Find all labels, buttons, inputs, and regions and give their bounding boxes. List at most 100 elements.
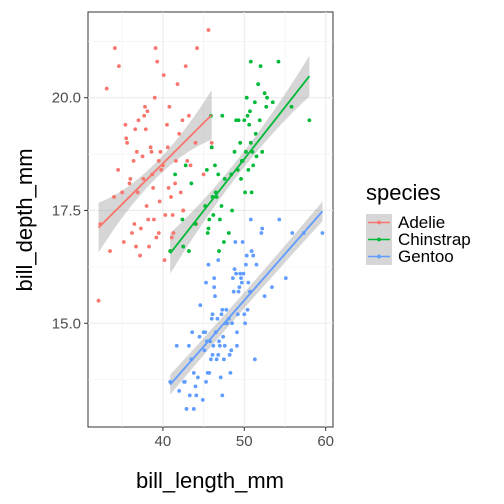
data-point-adelie (165, 145, 170, 150)
data-point-adelie (152, 217, 156, 222)
trend-line-gentoo (169, 210, 324, 386)
data-point-adelie (148, 145, 153, 150)
data-point-adelie (171, 231, 176, 235)
data-point-chinstrap (262, 91, 267, 96)
data-point-gentoo (203, 330, 208, 335)
data-point-gentoo (218, 375, 223, 380)
data-point-chinstrap (180, 217, 185, 222)
data-point-adelie (143, 127, 148, 132)
data-point-gentoo (245, 307, 250, 312)
data-point-gentoo (202, 348, 207, 353)
data-point-adelie (154, 235, 159, 240)
data-point-adelie (112, 195, 116, 199)
data-point-gentoo (246, 280, 251, 285)
data-point-adelie (117, 64, 121, 69)
legend-label: Chinstrap (398, 230, 471, 249)
legend-key-point (377, 220, 381, 225)
data-point-gentoo (235, 312, 240, 317)
data-point-chinstrap (248, 140, 253, 145)
data-point-gentoo (182, 379, 187, 384)
data-point-gentoo (248, 217, 253, 222)
data-point-chinstrap (183, 163, 188, 168)
data-point-chinstrap (219, 204, 224, 208)
data-point-gentoo (231, 289, 236, 294)
data-point-adelie (130, 231, 134, 235)
data-point-gentoo (211, 343, 216, 348)
data-point-chinstrap (230, 208, 234, 213)
data-point-gentoo (244, 262, 248, 267)
data-point-chinstrap (236, 118, 241, 123)
data-point-chinstrap (254, 154, 259, 159)
data-point-gentoo (191, 407, 196, 411)
data-point-adelie (156, 158, 161, 163)
data-point-chinstrap (246, 167, 251, 172)
data-point-gentoo (230, 321, 234, 326)
data-point-chinstrap (209, 145, 214, 150)
data-point-adelie (153, 46, 158, 50)
data-point-adelie (187, 113, 191, 118)
data-point-adelie (142, 113, 147, 118)
data-point-adelie (123, 122, 128, 127)
axes: 40 50 60 15.0 17.5 20.0 (52, 90, 334, 450)
data-point-gentoo (239, 276, 243, 281)
data-point-adelie (145, 109, 150, 114)
data-point-gentoo (212, 285, 217, 290)
data-point-gentoo (234, 271, 239, 276)
data-point-adelie (169, 235, 174, 240)
data-point-chinstrap (243, 190, 247, 195)
data-point-adelie (195, 46, 199, 50)
data-point-gentoo (174, 343, 179, 348)
data-point-gentoo (194, 393, 199, 398)
data-point-gentoo (252, 357, 257, 362)
data-point-adelie (127, 181, 132, 186)
y-tick-label: 15.0 (52, 315, 81, 332)
data-point-chinstrap (276, 59, 281, 64)
data-point-chinstrap (257, 118, 262, 123)
data-point-gentoo (222, 357, 226, 362)
data-point-gentoo (222, 343, 227, 348)
y-tick-label: 17.5 (52, 202, 81, 219)
data-point-adelie (178, 190, 183, 195)
data-point-gentoo (227, 352, 232, 357)
data-point-adelie (134, 149, 139, 154)
data-point-adelie (152, 95, 157, 100)
data-point-gentoo (229, 348, 234, 353)
data-point-gentoo (193, 384, 198, 389)
data-point-adelie (169, 195, 173, 199)
data-point-gentoo (216, 258, 221, 262)
data-point-gentoo (210, 312, 215, 317)
data-point-chinstrap (206, 226, 211, 231)
data-point-gentoo (224, 307, 229, 312)
data-point-adelie (135, 190, 140, 195)
data-point-adelie (183, 64, 188, 69)
data-point-adelie (155, 59, 160, 64)
data-point-gentoo (190, 330, 195, 335)
data-point-adelie (96, 298, 101, 303)
data-point-gentoo (219, 312, 224, 317)
data-point-chinstrap (307, 118, 312, 123)
data-point-gentoo (235, 343, 239, 348)
data-point-adelie (134, 244, 138, 249)
data-point-gentoo (187, 343, 191, 348)
data-point-chinstrap (260, 149, 265, 154)
y-tick-label: 20.0 (52, 90, 81, 107)
data-point-gentoo (204, 280, 208, 285)
data-point-gentoo (249, 249, 254, 253)
data-point-chinstrap (242, 118, 247, 123)
data-point-gentoo (200, 398, 205, 402)
data-point-adelie (157, 199, 162, 204)
data-point-gentoo (238, 271, 243, 276)
data-point-adelie (149, 149, 154, 154)
data-point-gentoo (235, 330, 239, 335)
data-point-adelie (173, 181, 177, 186)
data-point-chinstrap (213, 163, 217, 168)
data-point-gentoo (225, 321, 230, 326)
data-point-gentoo (213, 294, 217, 299)
legend-label: Gentoo (398, 247, 454, 266)
data-point-adelie (156, 231, 161, 235)
data-point-chinstrap (256, 82, 261, 87)
data-point-gentoo (216, 352, 221, 357)
data-point-adelie (159, 167, 164, 172)
data-point-gentoo (254, 262, 259, 267)
data-point-gentoo (204, 379, 208, 384)
